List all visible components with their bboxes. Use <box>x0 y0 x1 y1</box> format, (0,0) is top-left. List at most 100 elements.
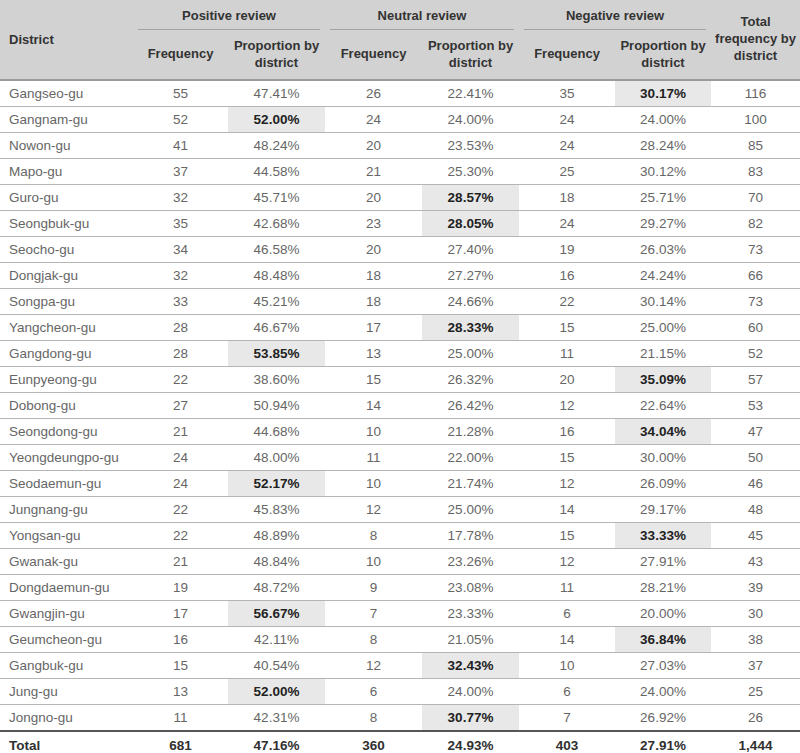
table-row: Nowon-gu 41 48.24% 20 23.53% 24 28.24% 8… <box>0 133 800 159</box>
table-row: Dongdaemun-gu 19 48.72% 9 23.08% 11 28.2… <box>0 575 800 601</box>
positive-proportion-cell: 45.21% <box>228 289 325 315</box>
neutral-frequency-cell: 20 <box>325 237 422 263</box>
positive-proportion-cell: 46.67% <box>228 315 325 341</box>
negative-frequency-cell: 24 <box>519 133 615 159</box>
positive-proportion-cell: 48.84% <box>228 549 325 575</box>
row-total-frequency-cell: 66 <box>711 263 800 289</box>
district-name-cell: Gangseo-gu <box>0 80 133 107</box>
positive-frequency-cell: 28 <box>133 341 228 367</box>
neutral-frequency-cell: 21 <box>325 159 422 185</box>
row-total-frequency-cell: 39 <box>711 575 800 601</box>
positive-frequency-cell: 52 <box>133 107 228 133</box>
row-total-frequency-cell: 38 <box>711 627 800 653</box>
district-name-cell: Nowon-gu <box>0 133 133 159</box>
total-row-label: Total <box>0 731 133 753</box>
table-row: Seocho-gu 34 46.58% 20 27.40% 19 26.03% … <box>0 237 800 263</box>
negative-proportion-header: Proportion by district <box>615 30 711 80</box>
district-name-cell: Yeongdeungpo-gu <box>0 445 133 471</box>
table-row: Gangdong-gu 28 53.85% 13 25.00% 11 21.15… <box>0 341 800 367</box>
neutral-frequency-cell: 26 <box>325 80 422 107</box>
negative-proportion-cell: 25.00% <box>615 315 711 341</box>
table-row: Yangcheon-gu 28 46.67% 17 28.33% 15 25.0… <box>0 315 800 341</box>
neutral-proportion-cell: 25.00% <box>422 497 519 523</box>
positive-review-group-header: Positive review <box>133 0 325 30</box>
table-row: Jung-gu 13 52.00% 6 24.00% 6 24.00% 25 <box>0 679 800 705</box>
district-name-cell: Eunpyeong-gu <box>0 367 133 393</box>
district-name-cell: Dongjak-gu <box>0 263 133 289</box>
negative-frequency-cell: 10 <box>519 653 615 679</box>
total-neutral-proportion: 24.93% <box>422 731 519 753</box>
positive-frequency-cell: 22 <box>133 367 228 393</box>
neutral-frequency-cell: 8 <box>325 705 422 732</box>
neutral-proportion-cell: 32.43% <box>422 653 519 679</box>
negative-frequency-cell: 16 <box>519 263 615 289</box>
row-total-frequency-cell: 43 <box>711 549 800 575</box>
negative-proportion-cell: 29.27% <box>615 211 711 237</box>
positive-proportion-cell: 48.72% <box>228 575 325 601</box>
district-name-cell: Seodaemun-gu <box>0 471 133 497</box>
row-total-frequency-cell: 46 <box>711 471 800 497</box>
district-name-cell: Guro-gu <box>0 185 133 211</box>
neutral-frequency-cell: 12 <box>325 497 422 523</box>
total-grand-frequency: 1,444 <box>711 731 800 753</box>
negative-frequency-cell: 20 <box>519 367 615 393</box>
positive-proportion-cell: 48.89% <box>228 523 325 549</box>
row-total-frequency-cell: 50 <box>711 445 800 471</box>
neutral-frequency-cell: 7 <box>325 601 422 627</box>
row-total-frequency-cell: 26 <box>711 705 800 732</box>
negative-frequency-cell: 18 <box>519 185 615 211</box>
neutral-proportion-cell: 23.33% <box>422 601 519 627</box>
positive-proportion-cell: 53.85% <box>228 341 325 367</box>
positive-proportion-cell: 46.58% <box>228 237 325 263</box>
positive-proportion-cell: 48.00% <box>228 445 325 471</box>
positive-proportion-cell: 38.60% <box>228 367 325 393</box>
negative-frequency-cell: 22 <box>519 289 615 315</box>
neutral-frequency-cell: 6 <box>325 679 422 705</box>
neutral-frequency-cell: 8 <box>325 627 422 653</box>
neutral-frequency-cell: 20 <box>325 185 422 211</box>
negative-frequency-header: Frequency <box>519 30 615 80</box>
positive-frequency-cell: 33 <box>133 289 228 315</box>
negative-review-group-label: Negative review <box>524 0 706 30</box>
neutral-frequency-cell: 14 <box>325 393 422 419</box>
table-row: Eunpyeong-gu 22 38.60% 15 26.32% 20 35.0… <box>0 367 800 393</box>
table-row: Geumcheon-gu 16 42.11% 8 21.05% 14 36.84… <box>0 627 800 653</box>
neutral-proportion-cell: 24.00% <box>422 107 519 133</box>
total-frequency-column-header: Total frequency by district <box>711 0 800 80</box>
positive-proportion-cell: 50.94% <box>228 393 325 419</box>
negative-proportion-cell: 20.00% <box>615 601 711 627</box>
negative-proportion-cell: 36.84% <box>615 627 711 653</box>
neutral-proportion-cell: 27.27% <box>422 263 519 289</box>
row-total-frequency-cell: 48 <box>711 497 800 523</box>
negative-frequency-cell: 16 <box>519 419 615 445</box>
total-neutral-frequency: 360 <box>325 731 422 753</box>
neutral-frequency-cell: 24 <box>325 107 422 133</box>
neutral-proportion-cell: 24.66% <box>422 289 519 315</box>
table-header: District Positive review Neutral review … <box>0 0 800 80</box>
negative-frequency-cell: 15 <box>519 445 615 471</box>
neutral-frequency-cell: 15 <box>325 367 422 393</box>
district-name-cell: Jongno-gu <box>0 705 133 732</box>
district-review-table: District Positive review Neutral review … <box>0 0 800 753</box>
negative-frequency-cell: 24 <box>519 211 615 237</box>
table-row: Mapo-gu 37 44.58% 21 25.30% 25 30.12% 83 <box>0 159 800 185</box>
table-body: Gangseo-gu 55 47.41% 26 22.41% 35 30.17%… <box>0 80 800 731</box>
district-column-header: District <box>0 0 133 80</box>
positive-proportion-cell: 40.54% <box>228 653 325 679</box>
negative-frequency-cell: 24 <box>519 107 615 133</box>
neutral-proportion-cell: 28.57% <box>422 185 519 211</box>
negative-proportion-cell: 28.24% <box>615 133 711 159</box>
district-name-cell: Jung-gu <box>0 679 133 705</box>
row-total-frequency-cell: 73 <box>711 237 800 263</box>
neutral-frequency-cell: 9 <box>325 575 422 601</box>
row-total-frequency-cell: 25 <box>711 679 800 705</box>
positive-frequency-cell: 15 <box>133 653 228 679</box>
neutral-proportion-cell: 24.00% <box>422 679 519 705</box>
positive-review-group-label: Positive review <box>138 0 320 30</box>
positive-frequency-cell: 11 <box>133 705 228 732</box>
positive-frequency-cell: 24 <box>133 445 228 471</box>
neutral-frequency-cell: 23 <box>325 211 422 237</box>
positive-proportion-cell: 56.67% <box>228 601 325 627</box>
neutral-frequency-header: Frequency <box>325 30 422 80</box>
positive-proportion-cell: 47.41% <box>228 80 325 107</box>
